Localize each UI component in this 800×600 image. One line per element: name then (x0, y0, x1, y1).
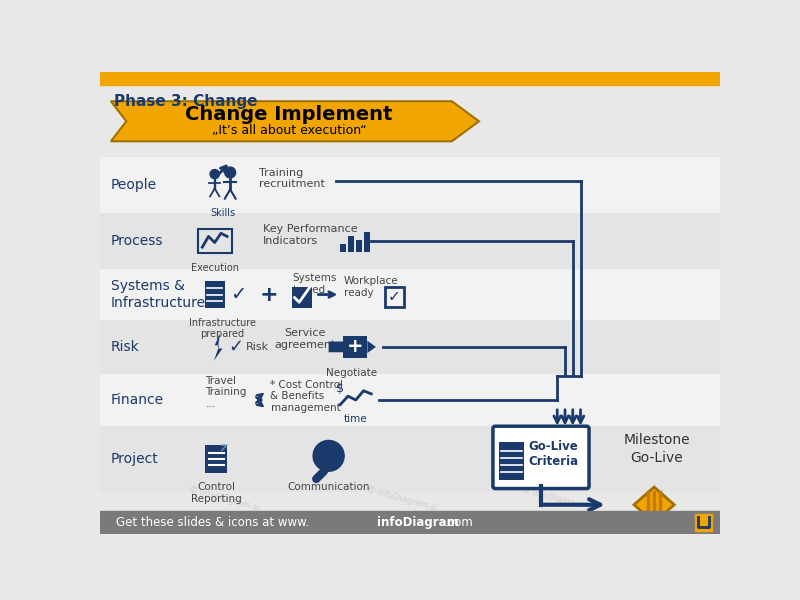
Text: Finance: Finance (111, 393, 164, 407)
Text: Get these slides & icons at www.: Get these slides & icons at www. (115, 516, 309, 529)
Text: People: People (111, 178, 157, 192)
Bar (100, 511, 720, 534)
Bar (292, 287, 312, 308)
Bar (499, 442, 524, 480)
Bar (206, 445, 227, 473)
Bar (100, 426, 720, 491)
Text: Systems &
Infrastructure: Systems & Infrastructure (111, 279, 206, 310)
Bar (356, 240, 362, 252)
Circle shape (210, 170, 219, 179)
Text: Process: Process (111, 234, 163, 248)
Text: * Cost Control
& Benefits
management: * Cost Control & Benefits management (270, 380, 343, 413)
Bar (205, 281, 225, 308)
Text: © infoDiagram.si: © infoDiagram.si (521, 485, 594, 513)
Text: ✓: ✓ (228, 338, 243, 356)
Text: ✓: ✓ (388, 289, 401, 304)
Bar (100, 374, 720, 426)
Text: Negotiate: Negotiate (326, 368, 378, 379)
FancyArrow shape (329, 341, 350, 352)
Text: Milestone
Go-Live: Milestone Go-Live (623, 433, 690, 466)
Bar (100, 213, 720, 269)
Text: Service
agreement: Service agreement (274, 328, 336, 350)
Bar (198, 229, 232, 253)
Text: „It’s all about execution“: „It’s all about execution“ (212, 124, 366, 137)
Bar (100, 269, 720, 320)
Text: Change Implement: Change Implement (186, 105, 393, 124)
Bar (340, 244, 346, 252)
Text: Phase 3: Change: Phase 3: Change (114, 94, 258, 109)
Text: Risk: Risk (111, 340, 139, 354)
Text: Control
Reporting: Control Reporting (191, 482, 242, 503)
Text: Infrastructure
prepared: Infrastructure prepared (189, 317, 256, 339)
Text: time: time (344, 414, 367, 424)
Text: infoDiagram: infoDiagram (378, 516, 459, 529)
Bar (100, 157, 720, 213)
Text: .com: .com (445, 516, 474, 529)
Text: +: + (346, 337, 363, 356)
Text: Execution: Execution (190, 263, 238, 272)
Text: Go-Live: Go-Live (529, 440, 578, 453)
Polygon shape (111, 101, 479, 141)
Text: Key Performance
Indicators: Key Performance Indicators (262, 224, 358, 245)
Text: Systems
tested: Systems tested (292, 273, 337, 295)
Circle shape (313, 440, 344, 471)
Bar (348, 236, 354, 252)
Text: Workplace
ready: Workplace ready (344, 276, 398, 298)
Text: Training
recruitment: Training recruitment (259, 168, 325, 190)
Text: Project: Project (111, 452, 158, 466)
FancyBboxPatch shape (493, 426, 589, 488)
Circle shape (225, 167, 236, 178)
Bar (386, 287, 404, 307)
Text: Travel
Training
...: Travel Training ... (206, 376, 246, 409)
Text: $: $ (336, 382, 344, 395)
Polygon shape (634, 487, 674, 523)
Text: Risk: Risk (246, 342, 269, 352)
Text: ✓: ✓ (230, 285, 246, 304)
Text: Communication: Communication (287, 482, 370, 492)
Text: © infoDiagram.si: © infoDiagram.si (188, 485, 260, 513)
Text: +: + (260, 284, 278, 305)
Text: Criteria: Criteria (529, 455, 578, 468)
Bar (100, 320, 720, 374)
Bar (363, 232, 370, 252)
Polygon shape (214, 333, 222, 361)
Text: © infoDiagram.si: © infoDiagram.si (366, 485, 438, 513)
Bar (100, 72, 720, 85)
Bar (695, 514, 712, 531)
Polygon shape (367, 341, 376, 353)
Text: Skills: Skills (210, 208, 235, 218)
Bar (342, 336, 367, 358)
